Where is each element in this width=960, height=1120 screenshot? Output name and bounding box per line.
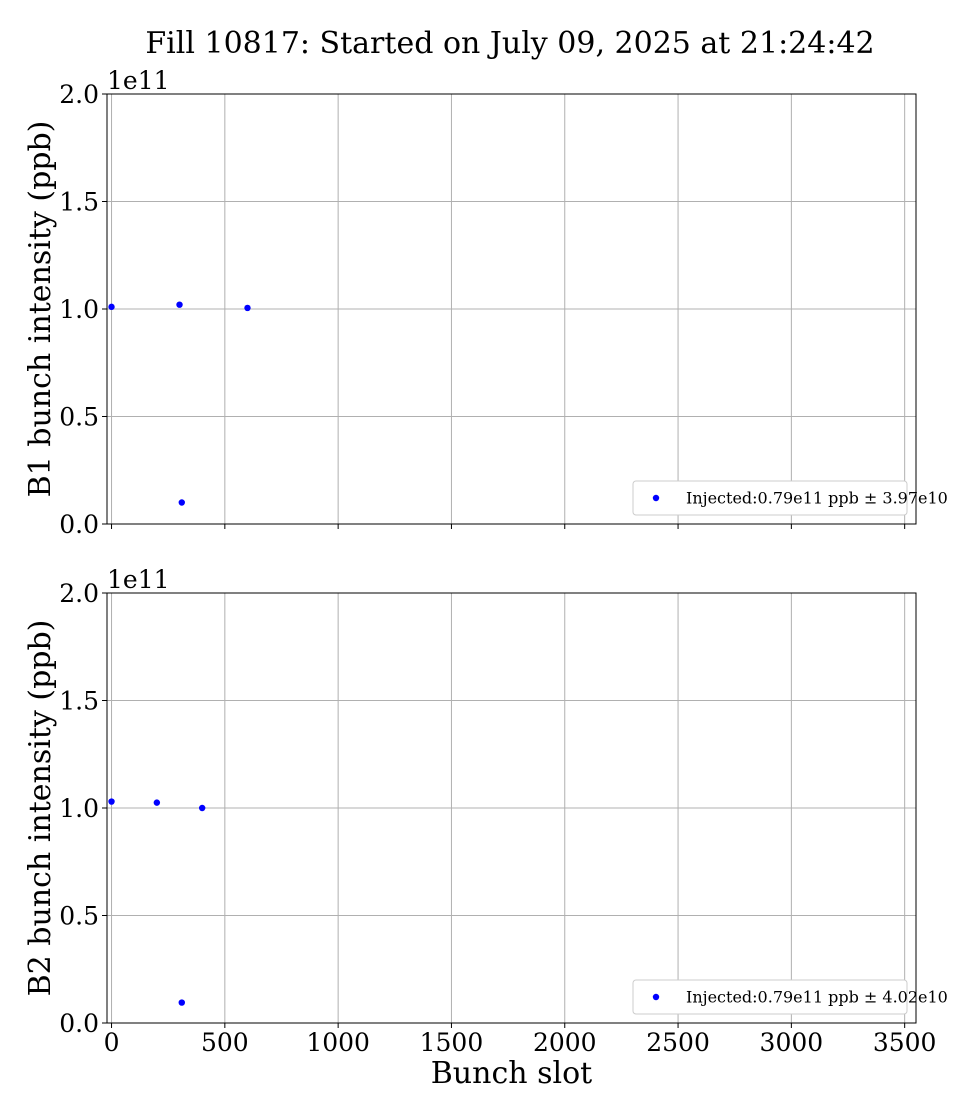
- y-offset-label: 1e11: [107, 565, 170, 594]
- y-tick-label: 0.5: [59, 403, 99, 432]
- x-tick-label: 500: [201, 1028, 249, 1057]
- y-tick-label: 0.0: [59, 1009, 99, 1038]
- x-tick-label: 0: [104, 1028, 120, 1057]
- data-point: [176, 301, 183, 308]
- y-axis-label: B2 bunch intensity (ppb): [23, 620, 58, 997]
- y-tick-label: 0.5: [59, 902, 99, 931]
- data-point: [178, 999, 185, 1006]
- y-tick-label: 0.0: [59, 510, 99, 539]
- legend-marker: [652, 494, 660, 502]
- x-tick-label: 2500: [646, 1028, 710, 1057]
- legend-label: Injected:0.79e11 ppb ± 4.02e10: [686, 988, 948, 1007]
- x-tick-label: 1500: [420, 1028, 484, 1057]
- panels: 0.0 0.5 1.0 1.5 2.0 1e11 B1 bunch intensity (p…: [23, 66, 948, 1091]
- y-tick-label: 1.5: [59, 687, 99, 716]
- x-tick-label: 3000: [760, 1028, 824, 1057]
- y-offset-label: 1e11: [107, 66, 170, 95]
- x-tick-label: 2000: [533, 1028, 597, 1057]
- x-axis-label: Bunch slot: [431, 1056, 592, 1091]
- y-tick-label: 2.0: [59, 80, 99, 109]
- y-axis-label: B1 bunch intensity (ppb): [23, 121, 58, 498]
- y-tick-label: 2.0: [59, 579, 99, 608]
- chart-panel-2: 0 500 1000 1500 2000 2500 3000 3500 0.0 0.5 1.0 1.5…: [23, 565, 948, 1091]
- legend-marker: [652, 993, 660, 1001]
- data-point: [108, 303, 115, 311]
- legend-box: [632, 979, 908, 1015]
- data-point: [198, 804, 206, 812]
- legend-label: Injected:0.79e11 ppb ± 3.97e10: [686, 489, 948, 508]
- y-tick-label: 1.5: [59, 188, 99, 217]
- legend-box: [632, 480, 908, 516]
- data-point: [244, 304, 251, 312]
- chart-panel-1: 0.0 0.5 1.0 1.5 2.0 1e11 B1 bunch intensity (p…: [23, 66, 948, 539]
- y-tick-label: 1.0: [59, 794, 99, 823]
- x-tick-label: 3500: [873, 1028, 937, 1057]
- data-point: [108, 798, 115, 805]
- x-tick-label: 1000: [306, 1028, 370, 1057]
- data-point: [153, 799, 161, 806]
- figure-title: Fill 10817: Started on July 09, 2025 at …: [145, 26, 874, 61]
- data-point: [178, 499, 185, 506]
- y-tick-label: 1.0: [59, 295, 99, 324]
